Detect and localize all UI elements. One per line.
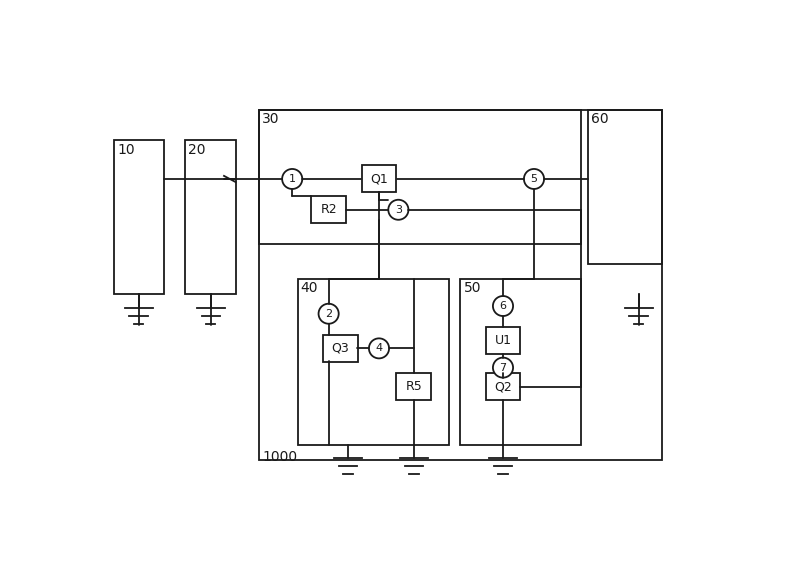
Bar	[259, 109, 581, 245]
Bar	[486, 327, 521, 354]
Bar	[114, 140, 164, 295]
Bar	[588, 109, 662, 264]
Bar	[397, 374, 431, 401]
Text: 30: 30	[262, 112, 279, 126]
Bar	[311, 196, 346, 223]
Circle shape	[388, 200, 409, 220]
Text: R5: R5	[406, 380, 422, 393]
Circle shape	[493, 296, 513, 316]
Text: 7: 7	[499, 362, 506, 373]
Text: R2: R2	[320, 203, 337, 217]
Circle shape	[369, 338, 389, 358]
Text: 60: 60	[591, 112, 609, 126]
Bar	[186, 140, 236, 295]
Text: U1: U1	[494, 334, 511, 347]
Text: Q1: Q1	[370, 172, 388, 186]
Text: 10: 10	[117, 143, 134, 157]
Text: 3: 3	[395, 205, 402, 215]
Text: 2: 2	[325, 309, 332, 319]
Text: Q3: Q3	[331, 342, 349, 355]
Circle shape	[282, 169, 302, 189]
Text: 5: 5	[530, 174, 538, 184]
Text: 50: 50	[463, 282, 481, 296]
Circle shape	[493, 357, 513, 378]
Bar	[362, 165, 397, 192]
Bar	[298, 279, 449, 445]
Text: 6: 6	[499, 301, 506, 311]
Text: 40: 40	[301, 282, 318, 296]
Text: 4: 4	[375, 343, 382, 353]
Text: 1: 1	[289, 174, 296, 184]
Bar	[486, 374, 521, 401]
Text: 20: 20	[188, 143, 206, 157]
Circle shape	[524, 169, 544, 189]
Circle shape	[318, 304, 338, 324]
Bar	[460, 279, 581, 445]
Bar	[323, 335, 358, 362]
Text: Q2: Q2	[494, 380, 512, 393]
Bar	[259, 109, 662, 460]
Text: 1000: 1000	[262, 450, 297, 464]
